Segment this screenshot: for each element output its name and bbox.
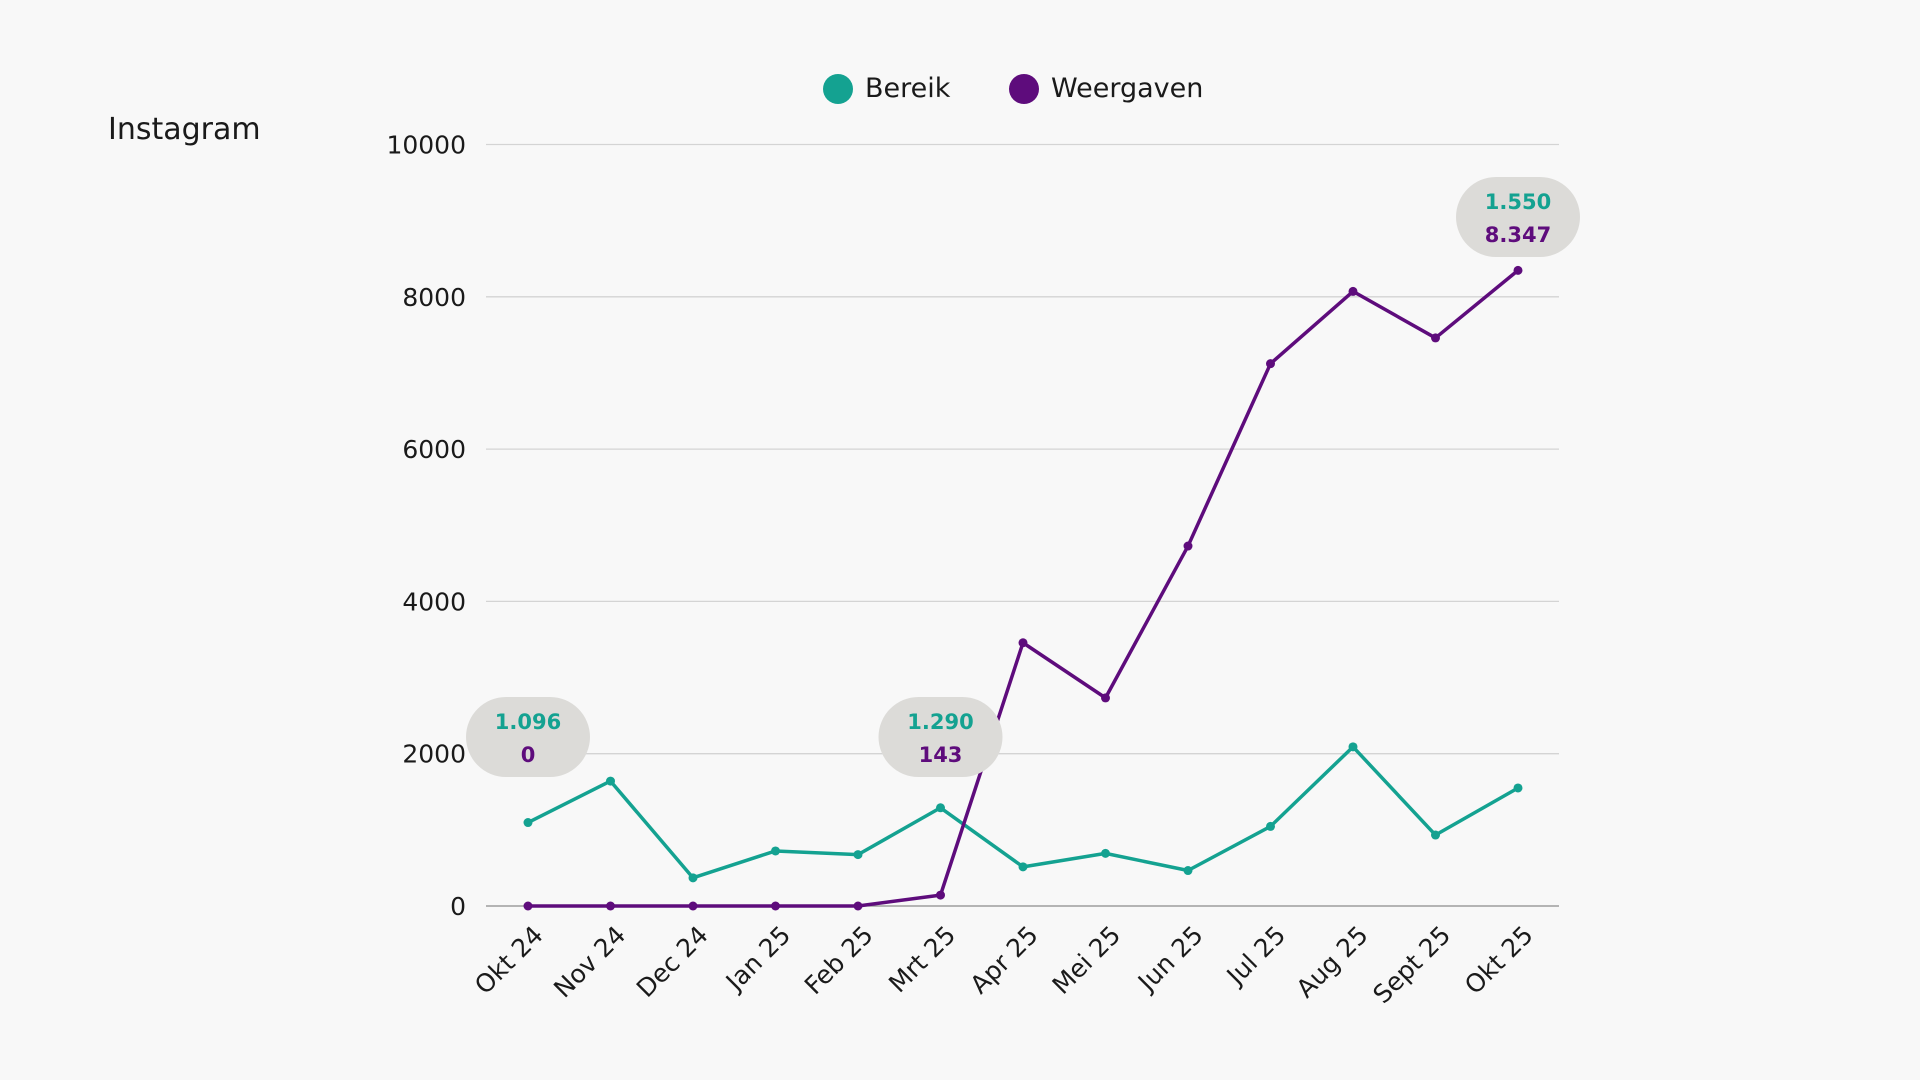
data-point [523,901,533,911]
y-tick-label: 6000 [402,435,466,464]
data-point [936,890,945,900]
y-tick-label: 8000 [402,283,466,312]
data-point [1513,265,1523,275]
legend-label: Bereik [865,73,951,104]
data-point [1101,693,1110,703]
data-point [1513,783,1523,793]
data-point [688,873,698,883]
y-tick-label: 4000 [402,587,466,616]
x-tick-label: Okt 24 [469,920,549,1000]
x-tick-label: Mei 25 [1047,920,1127,1000]
data-point [771,901,780,911]
series-lines [523,265,1523,911]
x-tick-label: Okt 25 [1459,920,1539,1000]
y-tick-label: 2000 [402,740,466,769]
y-tick-label: 10000 [386,131,466,160]
chart-title: Instagram [108,112,261,147]
data-point [1348,286,1358,296]
legend-marker [823,74,853,104]
data-point [1018,638,1028,648]
x-tick-label: Jan 25 [719,920,796,997]
x-tick-label: Aug 25 [1291,920,1374,1003]
data-point [1183,866,1193,876]
data-point [1431,333,1440,343]
gridlines: 0 2000 4000 6000 8000 10000 Okt 24 Nov 24 Dec 24… [386,131,1559,1009]
x-tick-label: Nov 24 [548,920,631,1003]
data-label: 143 [919,743,963,767]
data-point [523,818,533,828]
data-label: 1.550 [1485,190,1551,214]
data-label-bubble [878,697,1003,777]
data-label: 1.290 [907,710,973,734]
data-point [936,803,945,813]
x-tick-label: Apr 25 [965,920,1044,999]
series-line-bereik [527,745,1519,880]
legend-marker [1009,74,1039,104]
data-label-bubble [1456,177,1580,257]
data-point [606,901,615,911]
series-line-weergaven [528,269,1520,908]
data-point [771,846,780,856]
data-point [1348,742,1358,752]
data-label-bubble [466,697,590,777]
data-point [1018,862,1028,872]
x-tick-label: Jun 25 [1131,920,1209,998]
data-point [1266,359,1275,369]
data-point [1101,848,1110,858]
data-label: 0 [521,743,536,767]
x-tick-label: Feb 25 [799,920,879,1000]
x-tick-label: Mrt 25 [883,920,961,998]
x-tick-label: Jul 25 [1220,920,1291,991]
data-point [1266,821,1275,831]
data-point [606,776,615,786]
data-point [1431,830,1440,840]
x-tick-label: Sept 25 [1367,920,1456,1009]
y-tick-label: 0 [450,892,466,921]
x-tick-label: Dec 24 [631,920,714,1003]
legend: Bereik Weergaven [823,73,1203,104]
data-point [853,850,863,860]
data-point [853,901,863,911]
data-label: 8.347 [1485,223,1551,247]
data-point [1183,541,1193,551]
data-label: 1.096 [495,710,561,734]
legend-label: Weergaven [1051,73,1203,104]
data-point [688,901,698,911]
data-labels: 1.096 0 1.290 143 1.550 8.347 [466,177,1580,777]
